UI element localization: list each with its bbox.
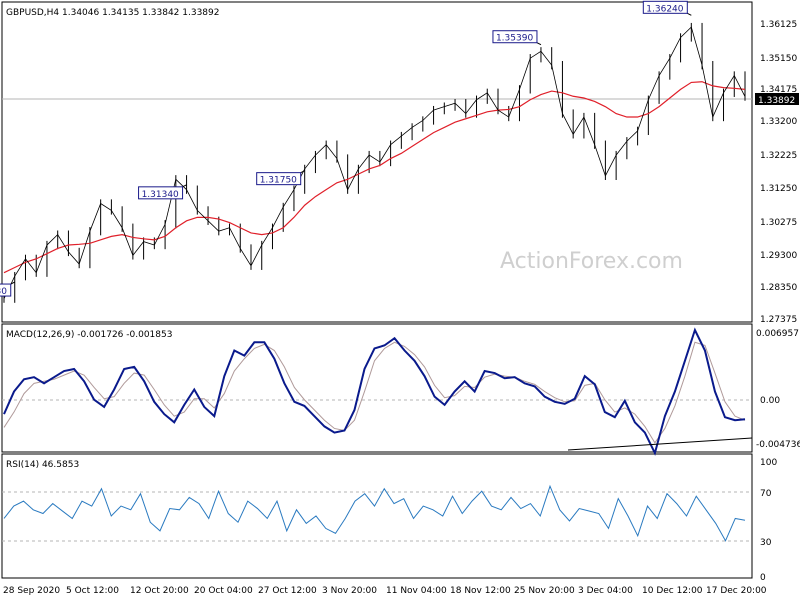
y-tick: 1.32225 xyxy=(760,151,797,161)
rsi-header: RSI(14) 46.5853 xyxy=(6,460,79,470)
rsi-panel-frame xyxy=(1,453,753,579)
y-tick: 1.28350 xyxy=(760,283,797,293)
price-badge: 1.33892 xyxy=(758,96,795,106)
x-tick: 10 Dec 12:00 xyxy=(642,586,703,596)
x-tick: 3 Nov 20:00 xyxy=(322,586,377,596)
x-tick: 12 Oct 20:00 xyxy=(130,586,189,596)
macd-lines xyxy=(3,327,746,456)
y-tick: 1.35150 xyxy=(760,54,797,64)
y-tick: 1.30275 xyxy=(760,218,797,228)
main-header: GBPUSD,H4 1.34046 1.34135 1.33842 1.3389… xyxy=(6,8,219,18)
price-lines xyxy=(3,26,746,299)
macd-trendline xyxy=(567,437,753,451)
x-tick: 17 Dec 20:00 xyxy=(706,586,767,596)
x-tick: 27 Oct 12:00 xyxy=(258,586,317,596)
annotation-label: 1.35390 xyxy=(496,34,533,44)
annotation-leader xyxy=(300,170,305,174)
annotation-leader xyxy=(182,184,187,188)
price-close-line xyxy=(3,26,746,299)
y-tick: 1.31250 xyxy=(760,184,797,194)
x-axis: 28 Sep 2020 5 Oct 12:00 12 Oct 20:00 20 … xyxy=(3,586,767,596)
price-annotations: 1.36240 1.35390 1.31750 1.31340 1.28530 xyxy=(0,0,692,297)
macd-line xyxy=(3,327,746,456)
y-tick: 0.00 xyxy=(760,396,780,406)
annotation-label: 1.31750 xyxy=(260,176,297,186)
y-tick: 0.006957 xyxy=(756,329,799,339)
annotation-box xyxy=(0,283,12,297)
watermark: ActionForex.com xyxy=(500,249,683,274)
macd-panel-frame xyxy=(1,323,753,453)
annotation-box xyxy=(492,30,538,44)
x-tick: 5 Oct 12:00 xyxy=(66,586,119,596)
rsi-lines xyxy=(3,484,746,542)
x-tick: 25 Nov 20:00 xyxy=(514,586,575,596)
annotation-leader xyxy=(687,12,692,16)
annotation-label: 1.36240 xyxy=(646,4,683,14)
rsi-y-axis: 100 70 30 0 xyxy=(760,458,777,583)
macd-y-axis: 0.006957 0.00 -0.004736 xyxy=(756,329,800,450)
annotation-box xyxy=(256,172,302,186)
y-tick: 70 xyxy=(760,489,772,499)
macd-signal-line xyxy=(3,341,746,444)
price-badge-box xyxy=(755,93,799,105)
annotation-box xyxy=(138,186,184,200)
annotation-leader xyxy=(536,42,542,46)
price-y-axis: 1.36125 1.35150 1.34175 1.33200 1.32225 … xyxy=(760,20,797,325)
annotation-label: 1.28530 xyxy=(0,287,7,297)
y-tick: 100 xyxy=(760,458,777,468)
y-tick: 30 xyxy=(760,538,772,548)
annotation-leader xyxy=(10,281,15,285)
y-tick: -0.004736 xyxy=(756,440,800,450)
annotation-label: 1.31340 xyxy=(142,190,179,200)
x-tick: 20 Oct 04:00 xyxy=(194,586,253,596)
annotation-box xyxy=(642,0,688,14)
y-tick: 1.36125 xyxy=(760,20,797,30)
macd-header: MACD(12,26,9) -0.001726 -0.001853 xyxy=(6,330,172,340)
x-tick: 18 Nov 12:00 xyxy=(450,586,511,596)
x-tick: 11 Nov 04:00 xyxy=(386,586,447,596)
moving-average-line xyxy=(3,81,746,274)
y-tick: 1.34175 xyxy=(760,85,797,95)
y-tick: 0 xyxy=(760,573,766,583)
main-panel-frame xyxy=(1,1,753,323)
y-tick: 1.29300 xyxy=(760,251,797,261)
y-tick: 1.27375 xyxy=(760,315,797,325)
x-tick: 28 Sep 2020 xyxy=(3,586,60,596)
x-tick: 3 Dec 04:00 xyxy=(578,586,633,596)
y-tick: 1.33200 xyxy=(760,117,797,127)
rsi-line xyxy=(3,484,746,542)
